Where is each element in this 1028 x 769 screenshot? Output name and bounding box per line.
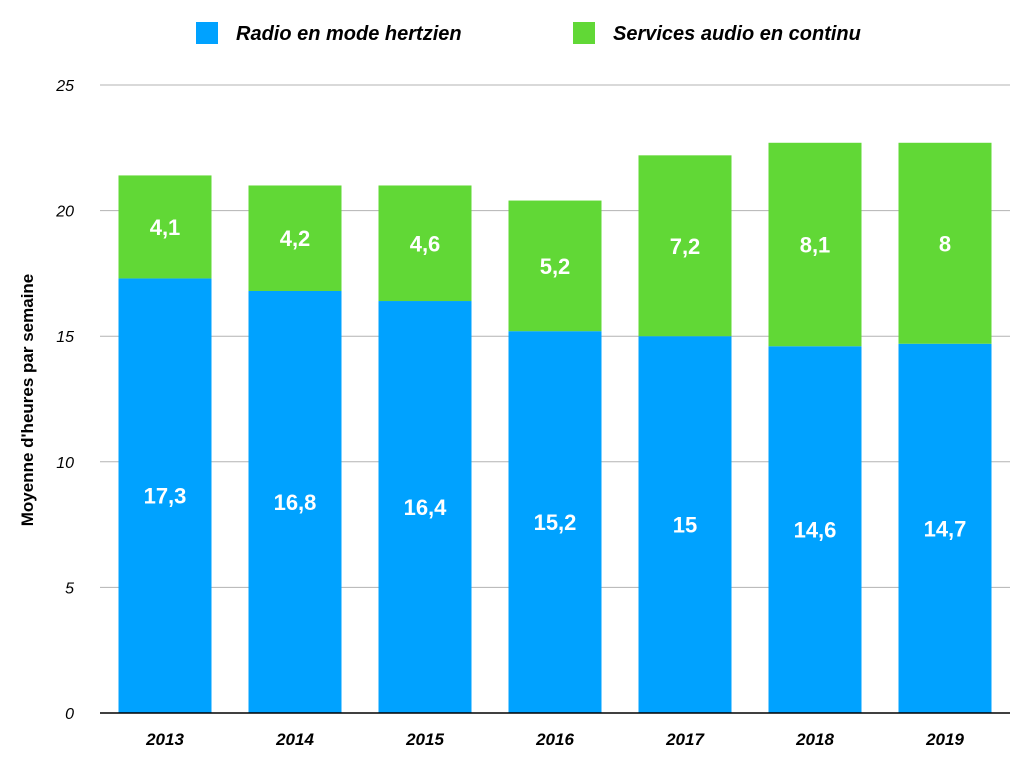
bar-radio-2013 — [118, 278, 212, 713]
data-label: 14,6 — [794, 518, 837, 543]
bar-streaming-2019 — [898, 142, 992, 344]
y-axis-ticks: 0 5 10 15 20 25 — [55, 78, 74, 723]
bar-streaming-2015 — [378, 185, 472, 302]
legend-swatch — [196, 22, 218, 44]
y-tick-label: 15 — [56, 329, 74, 346]
y-tick-label: 0 — [65, 706, 74, 723]
bar-streaming-2016 — [508, 200, 602, 332]
bar-radio-2018 — [768, 346, 862, 713]
data-label: 5,2 — [540, 254, 571, 279]
data-label: 16,8 — [274, 490, 317, 515]
bar-streaming-2013 — [118, 175, 212, 279]
x-tick-label: 2018 — [795, 730, 834, 749]
y-tick-label: 20 — [55, 204, 74, 221]
x-tick-label: 2013 — [145, 730, 184, 749]
data-label: 8 — [939, 231, 951, 256]
x-tick-label: 2017 — [665, 730, 705, 749]
bar-radio-2015 — [378, 301, 472, 713]
x-tick-label: 2014 — [275, 730, 314, 749]
data-label: 7,2 — [670, 234, 701, 259]
data-label: 17,3 — [144, 484, 187, 509]
data-label: 15,2 — [534, 510, 577, 535]
data-label: 4,6 — [410, 231, 441, 256]
bar-radio-2019 — [898, 343, 992, 713]
legend-label: Radio en mode hertzien — [236, 23, 462, 45]
x-axis-ticks: 2013 2014 2015 2016 2017 2018 2019 — [145, 730, 964, 749]
bar-radio-2014 — [248, 290, 342, 713]
y-tick-label: 25 — [55, 78, 74, 95]
data-label: 14,7 — [924, 516, 967, 541]
data-label: 4,1 — [150, 215, 181, 240]
bars — [118, 142, 992, 713]
data-label: 16,4 — [404, 495, 448, 520]
y-tick-label: 10 — [56, 455, 74, 472]
bar-streaming-2018 — [768, 142, 862, 347]
data-labels: 17,3 4,1 16,8 4,2 16,4 4,6 15,2 5,2 15 7,2 14,6 8,1… — [144, 215, 967, 543]
y-tick-label: 5 — [65, 580, 74, 597]
bar-streaming-2017 — [638, 155, 732, 337]
data-label: 4,2 — [280, 226, 311, 251]
bar-radio-2017 — [638, 336, 732, 713]
x-tick-label: 2015 — [405, 730, 444, 749]
x-tick-label: 2016 — [535, 730, 574, 749]
x-tick-label: 2019 — [925, 730, 964, 749]
bar-streaming-2014 — [248, 185, 342, 291]
legend-swatch — [573, 22, 595, 44]
data-label: 8,1 — [800, 233, 831, 258]
legend-label: Services audio en continu — [613, 23, 861, 45]
bar-radio-2016 — [508, 331, 602, 713]
legend: Radio en mode hertzien Services audio en … — [196, 22, 861, 45]
data-label: 15 — [673, 513, 697, 538]
y-axis-label: Moyenne d'heures par semaine — [18, 274, 37, 527]
